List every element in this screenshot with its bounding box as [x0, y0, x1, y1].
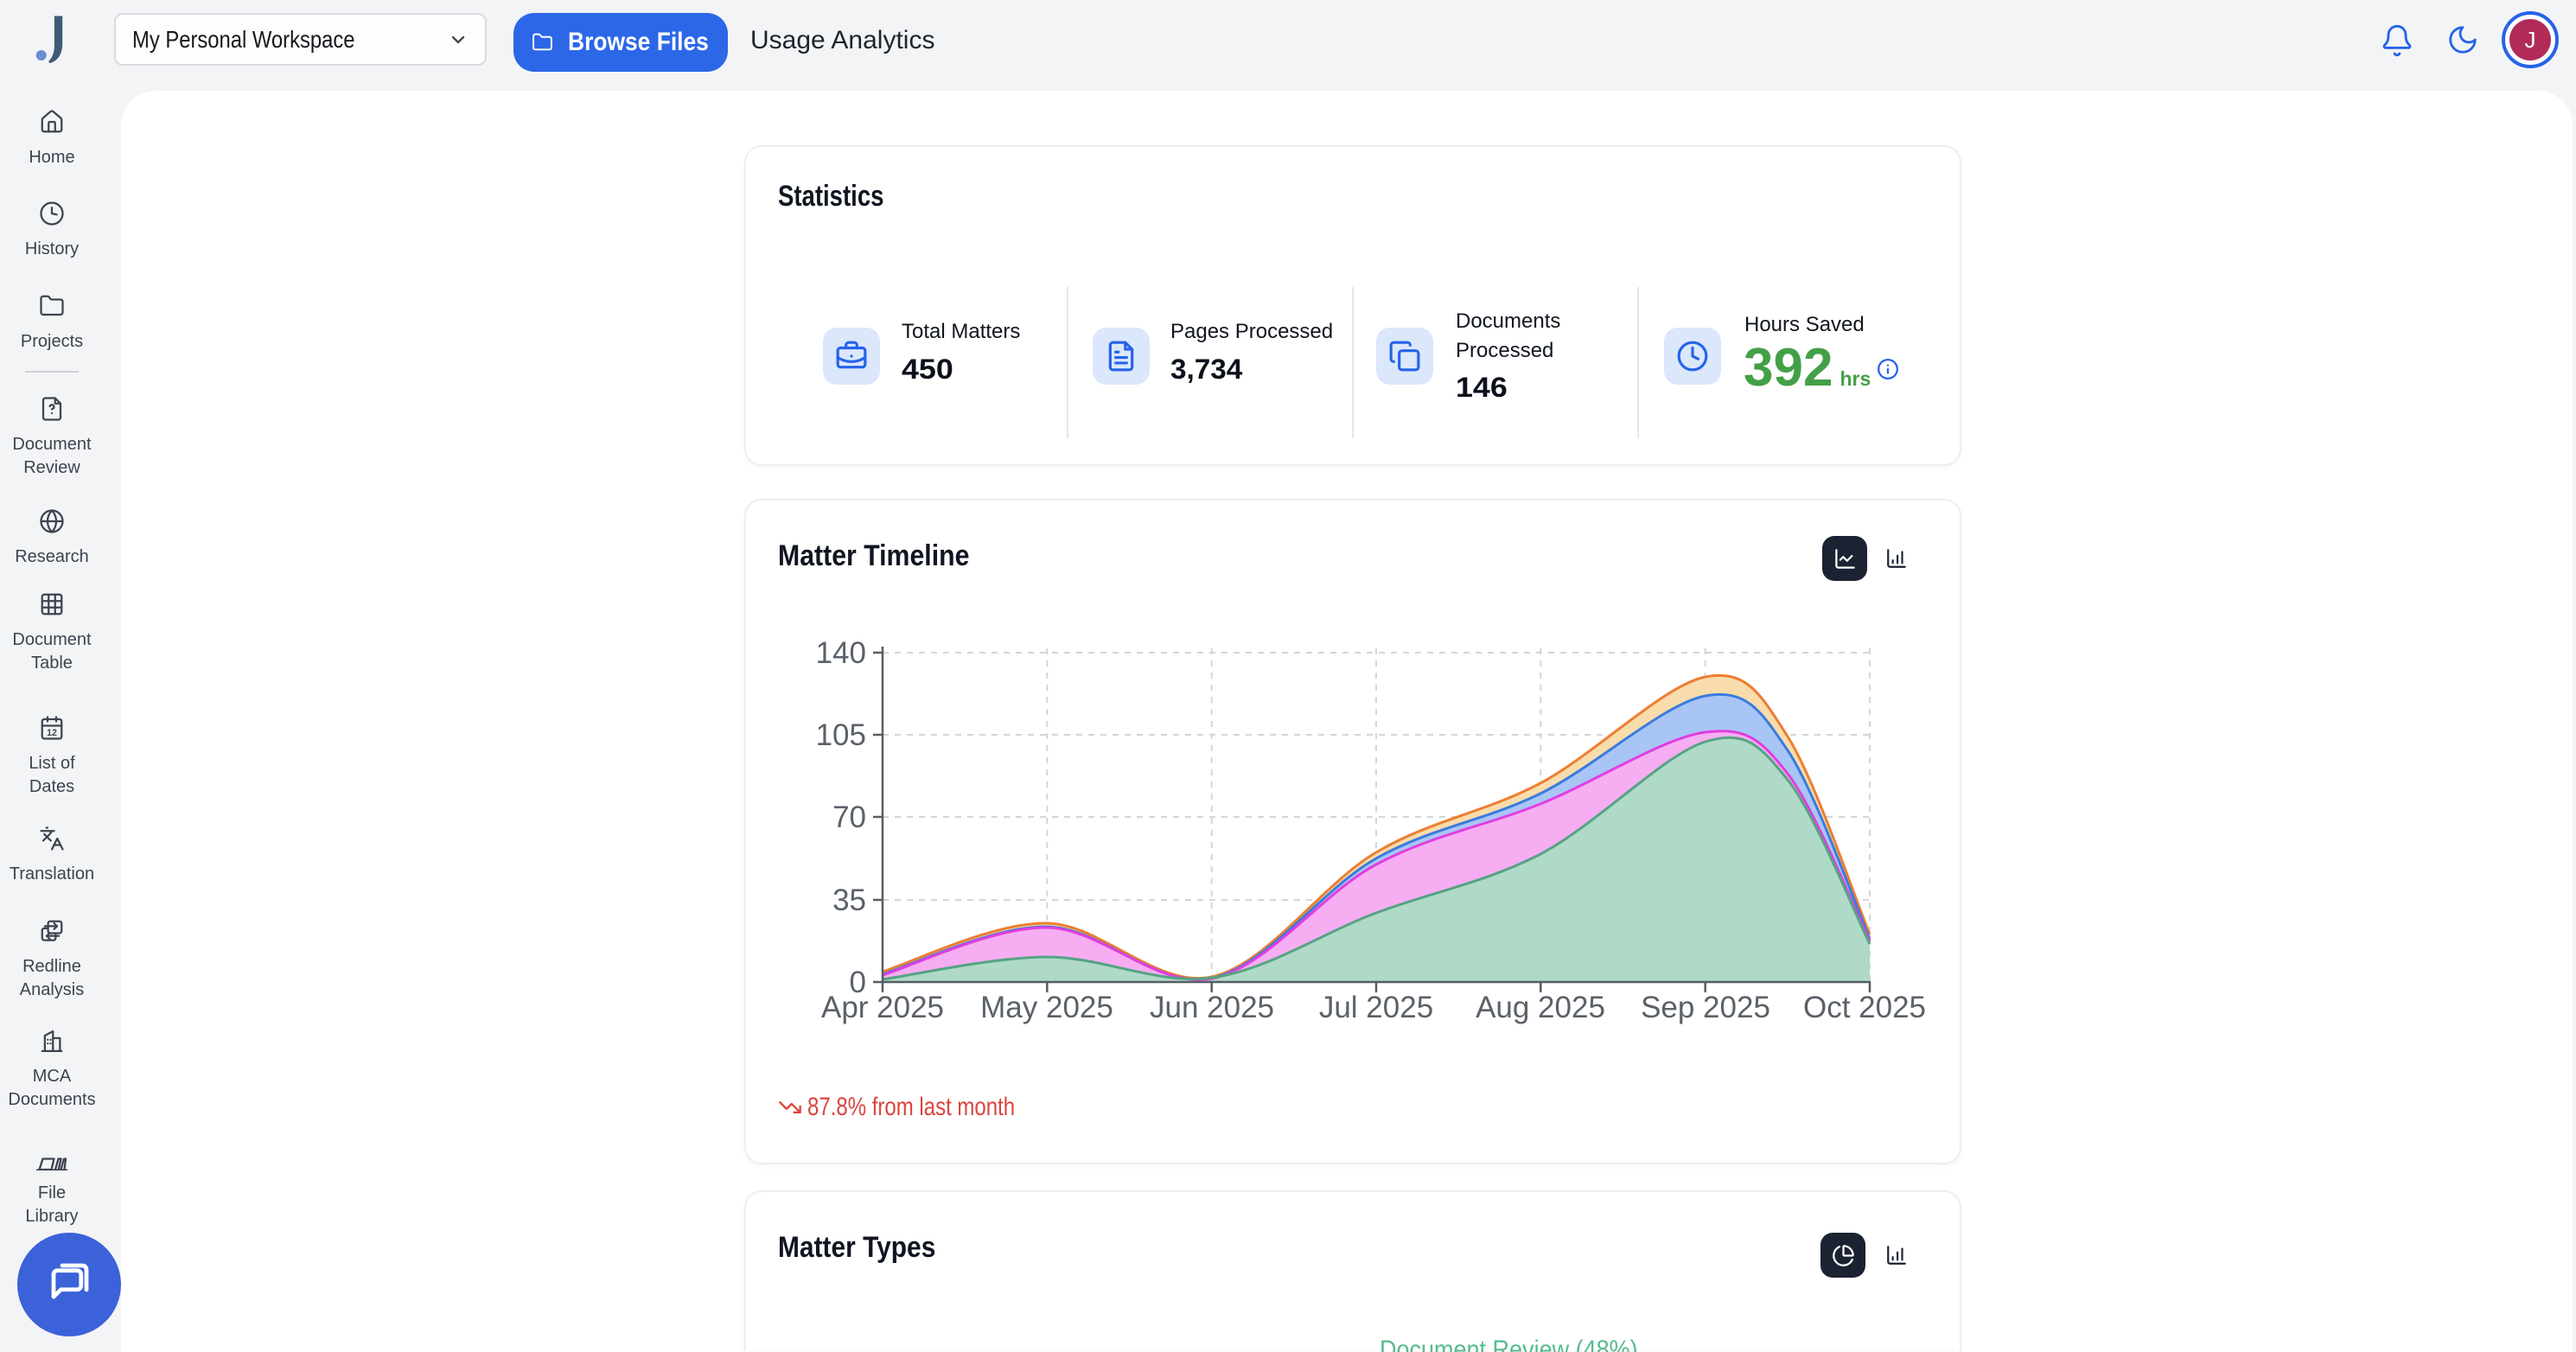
svg-text:105: 105	[816, 718, 866, 752]
svg-text:Oct 2025: Oct 2025	[1803, 991, 1926, 1024]
svg-text:May 2025: May 2025	[980, 991, 1113, 1024]
svg-text:Apr 2025: Apr 2025	[821, 991, 944, 1024]
svg-text:Aug 2025: Aug 2025	[1476, 991, 1605, 1024]
svg-text:Jun 2025: Jun 2025	[1150, 991, 1274, 1024]
svg-text:140: 140	[816, 636, 866, 670]
svg-text:12: 12	[47, 728, 57, 738]
svg-text:Jul 2025: Jul 2025	[1319, 991, 1433, 1024]
svg-text:Sep 2025: Sep 2025	[1641, 991, 1770, 1024]
svg-text:35: 35	[832, 883, 866, 917]
svg-text:70: 70	[832, 800, 866, 834]
svg-text:0: 0	[850, 966, 866, 999]
